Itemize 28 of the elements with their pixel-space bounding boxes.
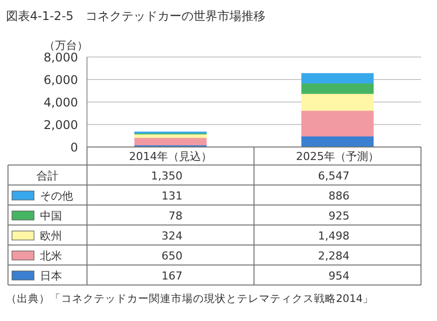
data-label: 324 — [162, 230, 182, 242]
x-tick-label: 2014年（見込） — [129, 150, 212, 163]
y-axis-title: （万台） — [44, 39, 88, 52]
data-label: 1,498 — [318, 230, 350, 242]
data-label: 167 — [162, 270, 182, 282]
data-label: 131 — [162, 190, 182, 202]
legend-label: その他 — [40, 190, 73, 202]
y-tick-label: 6,000 — [44, 73, 78, 87]
text: （出典）「コネクテッドカー関連市場の現状とテレマティクス戦略2014」 — [6, 292, 374, 305]
chart-title: 図表4-1-2-5 コネクテッドカーの世界市場推移 — [6, 9, 266, 23]
data-label: 886 — [328, 190, 350, 202]
total-label: 6,547 — [318, 170, 350, 182]
data-label: 650 — [162, 250, 182, 262]
legend-title: 合計 — [36, 170, 58, 182]
legend-label: 中国 — [40, 210, 62, 222]
y-tick-label: 2,000 — [44, 118, 78, 132]
y-tick-label: 0 — [70, 140, 78, 154]
data-label: 78 — [168, 210, 182, 222]
data-label: 2,284 — [318, 250, 350, 262]
data-label: 925 — [328, 210, 350, 222]
legend-label: 欧州 — [40, 230, 62, 242]
legend-label: 北米 — [40, 250, 62, 262]
y-tick-label: 4,000 — [44, 96, 78, 110]
y-tick-label: 8,000 — [44, 50, 78, 64]
x-tick-label: 2025年（予測） — [296, 150, 379, 163]
total-label: 1,350 — [151, 170, 182, 182]
legend-label: 日本 — [40, 270, 62, 282]
data-label: 954 — [328, 270, 350, 282]
